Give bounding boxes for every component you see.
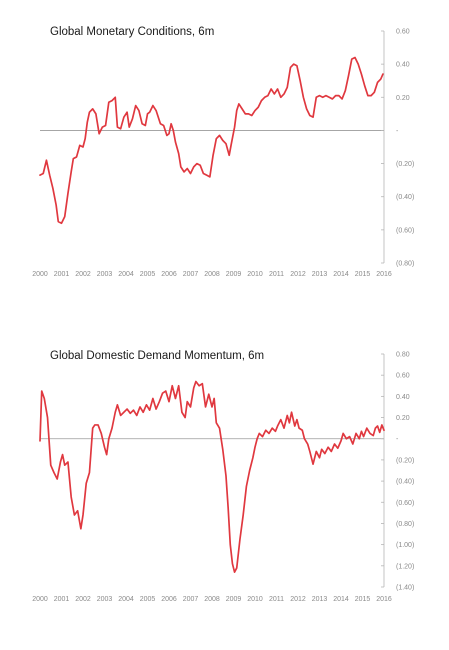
x-tick-label: 2016 (376, 596, 392, 603)
x-tick-label: 2014 (333, 596, 349, 603)
x-tick-label: 2007 (183, 596, 199, 603)
chart-title: Global Domestic Demand Momentum, 6m (50, 350, 265, 362)
x-tick-label: 2002 (75, 596, 91, 603)
x-tick-label: 2016 (376, 271, 392, 278)
y-tick-label: (0.80) (396, 261, 414, 268)
x-tick-label: 2005 (140, 596, 156, 603)
y-tick-label: (0.40) (396, 479, 414, 486)
chart-svg: 0.80 0.60 0.40 0.20 - (0.20) (0.40) (0.60) (0.80… (32, 352, 414, 604)
y-tick-label: (0.60) (396, 500, 414, 507)
x-tick-label: 2008 (204, 596, 220, 603)
y-tick-label: (0.20) (396, 457, 414, 464)
y-tick-label: (0.40) (396, 194, 414, 201)
x-tick-label: 2010 (247, 271, 263, 278)
y-tick-label: (0.20) (396, 161, 414, 168)
y-tick-label: (0.60) (396, 227, 414, 234)
x-tick-label: 2012 (290, 596, 306, 603)
x-tick-label: 2010 (247, 596, 263, 603)
x-tick-label: 2015 (355, 596, 371, 603)
series-line (39, 380, 385, 574)
chart-panel-monetary: Global Monetary Conditions, 6m 0.60 0.40 0… (0, 0, 449, 300)
x-tick-label: 2013 (312, 271, 328, 278)
chart-svg: 0.60 0.40 0.20 - (0.20) (0.40) (0.60) (0.80) 200… (32, 29, 414, 279)
x-tick-label: 2005 (140, 271, 156, 278)
x-tick-label: 2003 (97, 271, 113, 278)
x-tick-label: 2013 (312, 596, 328, 603)
x-tick-label: 2004 (118, 596, 134, 603)
y-tick-label: 0.20 (396, 415, 410, 422)
chart-panel-demand: Global Domestic Demand Momentum, 6m 0.80… (0, 300, 449, 610)
x-tick-label: 2000 (32, 596, 48, 603)
y-tick-label: 0.60 (396, 373, 410, 380)
x-tick-label: 2011 (269, 271, 284, 278)
x-tick-label: 2004 (118, 271, 134, 278)
x-tick-label: 2006 (161, 271, 177, 278)
x-tick-label: 2014 (333, 271, 349, 278)
y-tick-label: 0.40 (396, 62, 410, 69)
x-tick-label: 2015 (355, 271, 371, 278)
y-tick-label: (1.00) (396, 542, 414, 549)
x-tick-label: 2009 (226, 271, 242, 278)
y-tick-label: (1.40) (396, 585, 414, 592)
y-tick-label: (0.80) (396, 521, 414, 528)
x-tick-label: 2012 (290, 271, 306, 278)
y-tick-label: - (396, 128, 399, 135)
series-line (39, 56, 384, 225)
x-tick-label: 2009 (226, 596, 242, 603)
y-tick-label: 0.20 (396, 95, 410, 102)
x-tick-label: 2008 (204, 271, 220, 278)
x-tick-label: 2007 (183, 271, 199, 278)
x-tick-label: 2001 (54, 271, 70, 278)
y-tick-label: 0.80 (396, 352, 410, 359)
y-tick-label: 0.60 (396, 29, 410, 36)
x-tick-label: 2002 (75, 271, 91, 278)
x-tick-label: 2001 (54, 596, 70, 603)
x-tick-label: 2011 (269, 596, 284, 603)
x-tick-label: 2000 (32, 271, 48, 278)
x-tick-label: 2006 (161, 596, 177, 603)
chart-title: Global Monetary Conditions, 6m (50, 26, 215, 38)
y-tick-label: - (396, 436, 399, 443)
y-tick-label: 0.40 (396, 394, 410, 401)
x-tick-label: 2003 (97, 596, 113, 603)
y-tick-label: (1.20) (396, 563, 414, 570)
